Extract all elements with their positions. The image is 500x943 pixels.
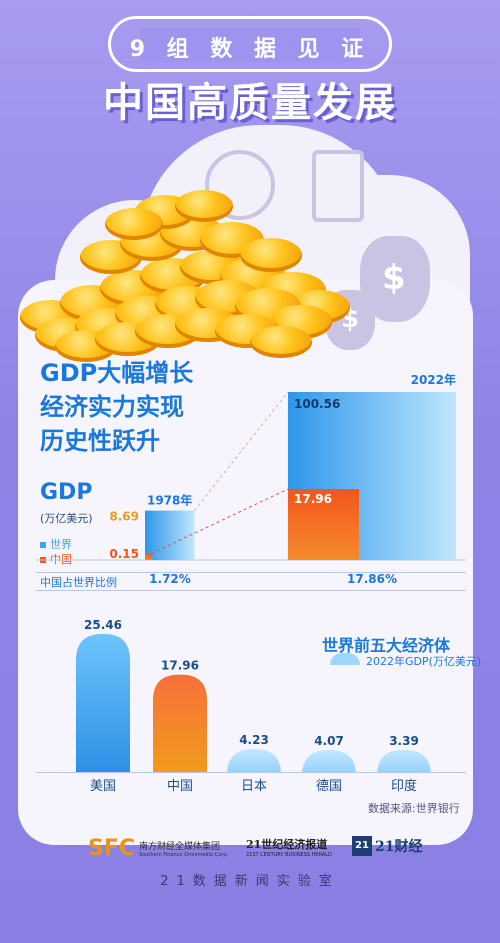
share-value: 1.72%: [149, 572, 191, 586]
footer-lab: 21数据新闻实验室: [160, 874, 340, 889]
logo-sfc-sub: Southern Finance Omnimedia Corp.: [139, 852, 228, 858]
gdp-unit: (万亿美元): [40, 512, 93, 525]
header-pill-bg: [140, 28, 360, 62]
divider: [36, 590, 466, 591]
value-label: 4.23: [239, 733, 269, 747]
logo-21cbh: 21世纪经济报道 21ST CENTURY BUSINESS HERALD: [246, 836, 332, 858]
category-label: 印度: [391, 778, 417, 794]
year-label: 2022年: [411, 372, 456, 387]
page-title: 中国高质量发展: [103, 80, 397, 126]
section2-subtitle: 2022年GDP(万亿美元): [366, 655, 482, 668]
legend-label: 世界: [50, 538, 72, 551]
category-label: 日本: [241, 779, 267, 794]
bar-日本: [227, 749, 281, 776]
share-value: 17.86%: [347, 572, 397, 586]
value-label-china: 0.15: [109, 547, 139, 561]
category-label: 德国: [316, 779, 342, 794]
divider: [36, 572, 466, 573]
value-label: 3.39: [389, 734, 419, 748]
year-label: 1978年: [147, 493, 192, 508]
logo-21caijing-badge: 21: [352, 836, 372, 856]
connector-china: [151, 488, 289, 554]
category-label: 中国: [167, 779, 193, 794]
money-bag-icon: $: [360, 236, 430, 322]
legend-swatch: [40, 542, 46, 548]
bar-world-1978年: [145, 510, 195, 560]
bar-china-1978年: [145, 553, 152, 560]
logo-sfc-name: 南方财经全媒体集团: [139, 842, 221, 852]
logo-21caijing: 21 21财经: [352, 836, 422, 856]
value-label: 17.96: [161, 659, 199, 673]
legend-swatch: [330, 653, 360, 665]
logo-sfc-mark: SFC: [88, 836, 136, 861]
value-label-china: 17.96: [294, 492, 332, 506]
header-kicker: 9 组 数 据 见 证: [129, 37, 371, 62]
document-icon: [312, 150, 364, 222]
logo-21cbh-sub: 21ST CENTURY BUSINESS HERALD: [246, 852, 332, 858]
bar-美国: [76, 634, 130, 772]
coin-decoration: [250, 326, 312, 358]
data-source: 数据来源:世界银行: [368, 802, 460, 815]
section1-title-line: 经济实力实现: [40, 393, 184, 421]
globe-icon: [205, 150, 275, 220]
bar-china-2022年: [288, 489, 359, 560]
coin-decoration: [175, 190, 233, 222]
category-label: 美国: [90, 779, 116, 794]
legend-world: 世界: [40, 536, 72, 552]
value-label-world: 8.69: [109, 510, 139, 524]
header-pill: [108, 16, 392, 72]
logo-21cbh-name: 21世纪经济报道: [246, 838, 328, 851]
coin-decoration: [105, 208, 163, 240]
logo-21caijing-name: 21财经: [375, 839, 423, 855]
bar-中国: [153, 674, 207, 772]
value-label-world: 100.56: [294, 397, 340, 411]
bar-德国: [302, 749, 356, 776]
gdp-label: GDP: [40, 480, 93, 505]
section1-title-line: 历史性跃升: [40, 427, 160, 455]
value-label: 4.07: [314, 734, 344, 748]
bar-印度: [377, 750, 431, 776]
logo-sfc: SFC 南方财经全媒体集团 Southern Finance Omnimedia…: [88, 836, 228, 861]
section1-title-line: GDP大幅增长: [40, 359, 194, 387]
baseline: [36, 772, 466, 773]
coin-decoration: [240, 238, 302, 272]
section2-title: 世界前五大经济体: [322, 636, 451, 655]
value-label: 25.46: [84, 618, 122, 632]
section1-title: GDP大幅增长 经济实力实现 历史性跃升: [40, 356, 193, 458]
share-label: 中国占世界比例: [40, 576, 117, 589]
connector-world: [193, 391, 289, 511]
